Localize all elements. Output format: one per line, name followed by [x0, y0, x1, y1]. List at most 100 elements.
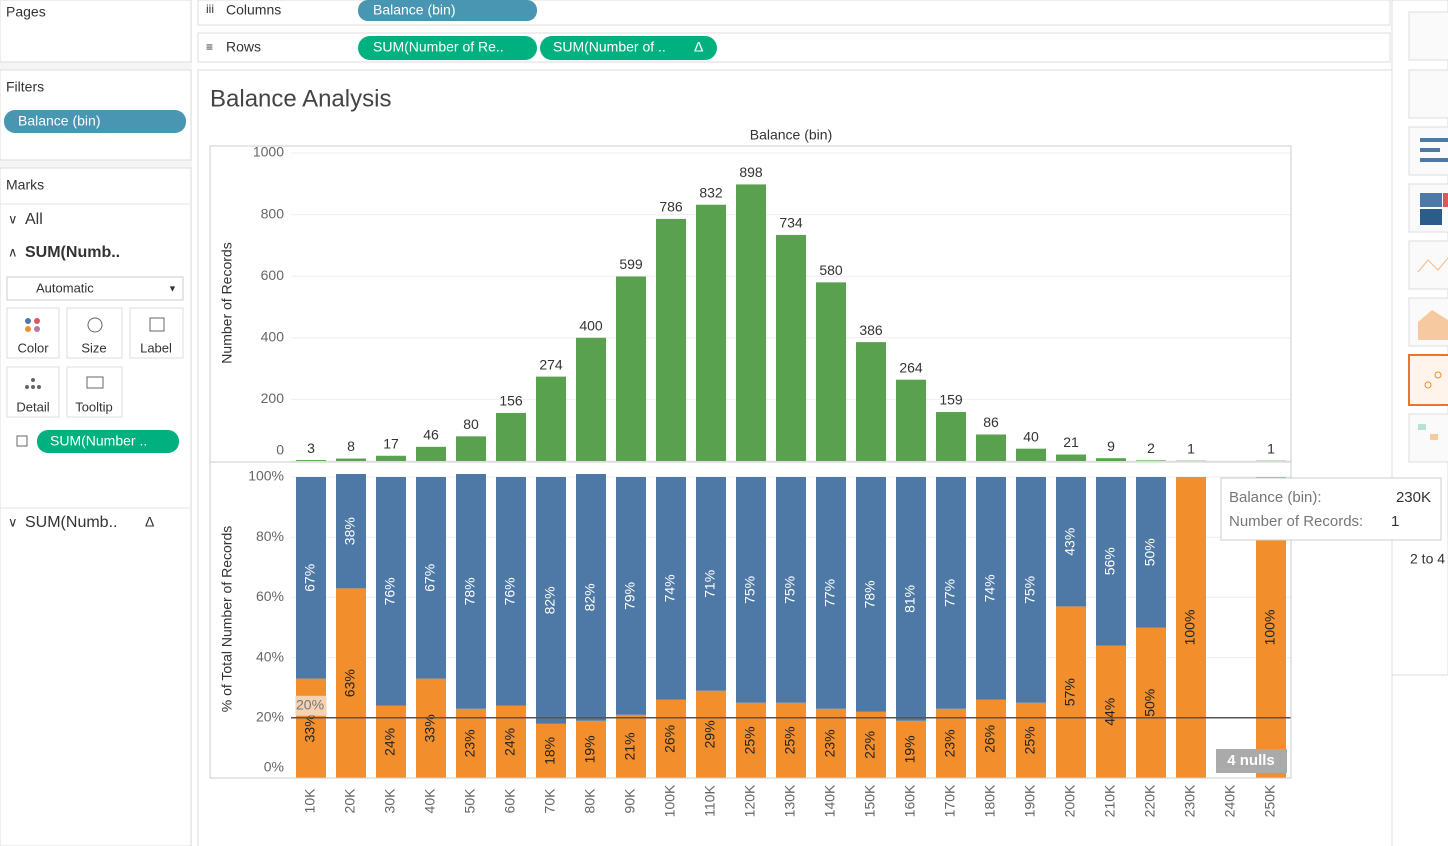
x-tick-label: 160K — [902, 784, 918, 817]
mark-type[interactable]: Automatic — [36, 280, 94, 295]
bar-segment — [936, 708, 966, 778]
sheet-title: Balance Analysis — [210, 85, 391, 112]
data-label: 77% — [822, 579, 838, 607]
marks-card-all[interactable]: All — [25, 211, 43, 228]
bar-segment — [896, 720, 926, 778]
marks-card — [0, 167, 192, 846]
bar — [656, 218, 686, 461]
data-label: 17 — [383, 435, 399, 451]
detail-button[interactable] — [6, 366, 60, 418]
icon — [1420, 193, 1442, 207]
y-tick-label: 0% — [264, 759, 284, 775]
button-label[interactable]: Size — [81, 340, 106, 355]
bar — [576, 337, 606, 461]
data-label: 74% — [982, 574, 998, 602]
button-label[interactable]: Label — [140, 340, 172, 355]
reference-label-box — [295, 695, 327, 716]
data-label: 9 — [1107, 438, 1115, 454]
button-label[interactable]: Detail — [16, 399, 49, 414]
columns-pill-text[interactable]: Balance (bin) — [373, 2, 456, 18]
x-tick-label: 180K — [982, 784, 998, 817]
x-tick-label: 250K — [1262, 784, 1278, 817]
bar-segment — [296, 678, 326, 778]
icon — [1418, 310, 1448, 340]
data-label: 78% — [862, 580, 878, 608]
icon — [1418, 424, 1426, 430]
x-tick-label: 120K — [742, 784, 758, 817]
x-tick-label: 140K — [822, 784, 838, 817]
rows-pill[interactable] — [540, 36, 717, 60]
x-tick-label: 190K — [1022, 784, 1038, 817]
bar-segment — [536, 477, 566, 724]
bar — [896, 379, 926, 461]
data-label: 1 — [1267, 440, 1275, 456]
bar-segment — [936, 477, 966, 709]
color-button[interactable] — [6, 307, 60, 359]
bar-segment — [1136, 477, 1166, 628]
icon[interactable] — [1408, 354, 1448, 406]
bar-segment — [896, 477, 926, 721]
icon — [34, 318, 40, 324]
marks-card-sum[interactable]: SUM(Numb.. — [25, 244, 120, 261]
x-tick-label: 210K — [1102, 784, 1118, 817]
data-label: 38% — [342, 517, 358, 545]
label-button[interactable] — [129, 307, 184, 359]
marks-pill[interactable] — [37, 430, 179, 453]
icon — [149, 317, 165, 332]
data-label: 56% — [1102, 547, 1118, 575]
button-label[interactable]: Tooltip — [75, 399, 113, 414]
icon[interactable] — [1408, 11, 1448, 61]
nulls-indicator[interactable] — [1216, 749, 1287, 773]
x-tick-label: 170K — [942, 784, 958, 817]
data-label: 40 — [1023, 428, 1039, 444]
bar — [1016, 448, 1046, 461]
icon — [1420, 158, 1448, 162]
nulls-text[interactable]: 4 nulls — [1227, 752, 1275, 769]
reference-label: 20% — [296, 697, 324, 713]
bar-segment — [616, 714, 646, 778]
x-tick-label: 90K — [622, 788, 638, 814]
y-tick-label: 40% — [256, 648, 284, 664]
filter-pill-text[interactable]: Balance (bin) — [18, 113, 101, 129]
data-label: 26% — [982, 725, 998, 753]
rows-pill-text[interactable]: SUM(Number of Re.. — [373, 39, 504, 55]
bar — [496, 412, 526, 461]
columns-pill[interactable] — [358, 0, 537, 21]
bar — [736, 184, 766, 461]
icon — [1420, 209, 1442, 225]
marks-card-sum-2[interactable]: SUM(Numb.. — [25, 514, 117, 531]
x-tick-label: 40K — [422, 788, 438, 814]
filter-pill[interactable] — [4, 110, 186, 133]
bar — [536, 376, 566, 461]
bar-segment — [736, 477, 766, 703]
bar-segment — [656, 699, 686, 778]
icon[interactable] — [1408, 413, 1448, 463]
expand-icon: ∧ — [8, 244, 18, 259]
data-label: 74% — [662, 574, 678, 602]
bar-segment — [1016, 702, 1046, 778]
mark-type-dropdown[interactable] — [6, 276, 184, 301]
data-label: 832 — [699, 184, 723, 200]
data-label: 3 — [307, 440, 315, 456]
rows-pill[interactable] — [358, 36, 537, 60]
size-button[interactable] — [66, 307, 123, 359]
data-label: 81% — [902, 585, 918, 613]
data-label: 79% — [622, 582, 638, 610]
icon[interactable] — [1408, 69, 1448, 119]
bar-segment — [1016, 477, 1046, 703]
button-label[interactable]: Color — [17, 340, 49, 355]
filters-label: Filters — [6, 79, 44, 95]
icon[interactable] — [1408, 240, 1448, 290]
bar-segment — [976, 699, 1006, 778]
rows-pill-text[interactable]: SUM(Number of .. — [553, 39, 666, 55]
data-label: 76% — [382, 577, 398, 605]
data-label: 75% — [1022, 576, 1038, 604]
tooltip-button[interactable] — [66, 366, 123, 418]
bar-segment — [1176, 477, 1206, 778]
y-tick-label: 800 — [261, 205, 285, 221]
bar — [456, 436, 486, 461]
x-tick-label: 50K — [462, 788, 478, 814]
marks-pill-text[interactable]: SUM(Number .. — [50, 433, 147, 449]
bar-segment — [656, 477, 686, 700]
